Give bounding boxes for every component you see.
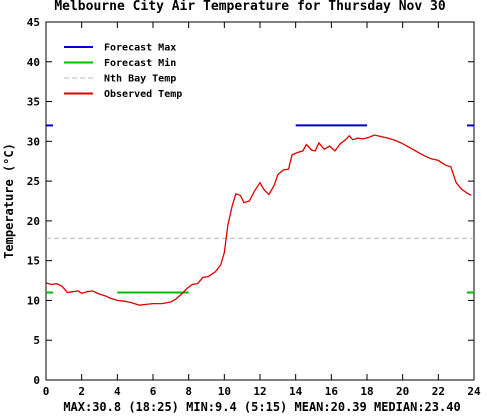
series-line-observed-temp: [45, 134, 472, 306]
y-tick-label: 25: [27, 175, 40, 188]
x-tick-label: 12: [253, 385, 266, 398]
x-tick-label: 16: [325, 385, 339, 398]
y-tick-label: 0: [33, 374, 40, 387]
legend-label-nth-bay-temp: Nth Bay Temp: [104, 74, 176, 85]
legend: Forecast Max Forecast Min Nth Bay Temp Obse…: [64, 43, 182, 100]
x-tick-label: 18: [360, 385, 373, 398]
y-tick-label: 40: [27, 56, 40, 69]
x-tick-label: 10: [218, 385, 231, 398]
x-tick-label: 14: [289, 385, 303, 398]
series-layer: [45, 124, 474, 306]
y-tick-label: 20: [27, 215, 40, 228]
y-tick-label: 30: [27, 135, 40, 148]
x-tick-label: 8: [185, 385, 192, 398]
x-tick-label: 24: [467, 385, 481, 398]
y-tick-label: 5: [33, 334, 40, 347]
x-tick-label: 22: [432, 385, 445, 398]
x-tick-label: 4: [114, 385, 121, 398]
stats-summary: MAX:30.8 (18:25) MIN:9.4 (5:15) MEAN:20.…: [63, 400, 460, 414]
y-axis-label: Temperature (°C): [2, 143, 16, 259]
x-tick-label: 2: [78, 385, 85, 398]
y-tick-label: 45: [27, 16, 40, 29]
chart-title: Melbourne City Air Temperature for Thurs…: [54, 0, 446, 14]
legend-label-forecast-min: Forecast Min: [104, 57, 176, 69]
x-tick-label: 20: [396, 385, 409, 398]
legend-label-forecast-max: Forecast Max: [104, 43, 176, 54]
y-tick-label: 15: [27, 255, 40, 268]
x-tick-label: 0: [43, 385, 50, 398]
legend-label-observed-temp: Observed Temp: [104, 89, 182, 100]
x-tick-label: 6: [150, 385, 157, 398]
y-tick-label: 35: [27, 96, 40, 109]
y-tick-label: 10: [27, 294, 40, 307]
